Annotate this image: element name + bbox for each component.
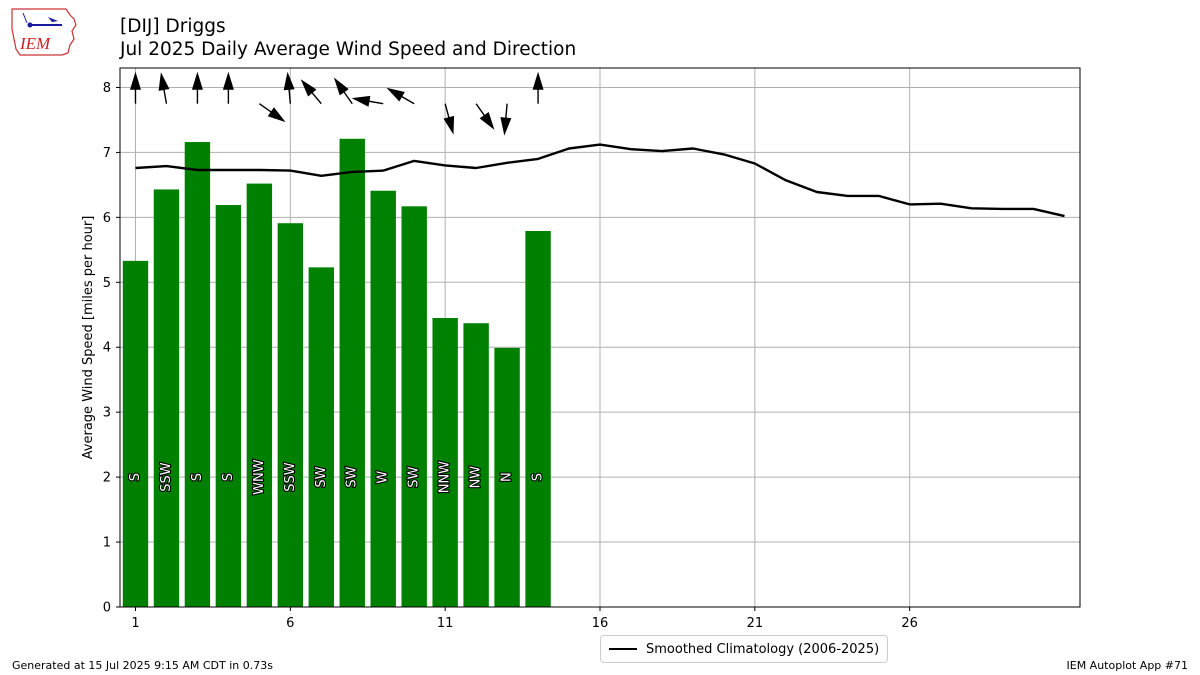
wind-speed-bar: [463, 323, 489, 607]
iem-logo-icon: IEM: [11, 8, 77, 56]
wind-speed-bar: [153, 189, 180, 607]
direction-label: S: [531, 473, 546, 481]
wind-arrow-icon: [222, 71, 234, 104]
wind-arrow-head: [129, 71, 141, 90]
wind-arrow-shaft: [288, 87, 292, 104]
wind-arrow-shaft: [367, 100, 384, 105]
climatology-line-group: [135, 143, 1065, 218]
wind-arrow-icon: [500, 103, 512, 136]
direction-label: S: [190, 473, 205, 481]
direction-label: W: [376, 471, 391, 484]
direction-label: SSW: [283, 462, 298, 492]
y-axis-label: Average Wind Speed [miles per hour]: [81, 216, 96, 460]
wind-arrow-head: [158, 72, 170, 91]
direction-label: SW: [314, 466, 329, 487]
y-tick-label: 6: [103, 211, 111, 226]
wind-arrow-icon: [351, 95, 384, 107]
direction-label: S: [128, 473, 143, 481]
wind-speed-bar: [122, 260, 149, 607]
wind-speed-bar: [370, 190, 396, 607]
y-tick-label: 5: [103, 276, 111, 291]
wind-arrow-head: [443, 115, 455, 135]
wind-arrow-head: [283, 71, 295, 91]
wind-arrow-icon: [191, 71, 203, 104]
wind-arrow-shaft: [475, 103, 486, 118]
wind-speed-bar: [277, 223, 304, 607]
logo-text: IEM: [19, 34, 51, 53]
wind-arrow-shaft: [162, 87, 168, 104]
wind-speed-bar: [246, 183, 273, 607]
wind-arrow-shaft: [399, 95, 415, 105]
x-tick-label: 6: [286, 616, 294, 631]
wind-arrow-icon: [386, 87, 415, 105]
direction-label: NW: [469, 466, 484, 489]
wind-arrow-shaft: [310, 91, 322, 105]
direction-labels: S SSW S S WNW SSW SW SW W SW NNW NW N S: [127, 458, 547, 496]
wind-speed-bar: [432, 318, 458, 607]
x-tick-label: 26: [901, 616, 918, 631]
direction-label: N: [500, 472, 515, 482]
x-tick-label: 21: [747, 616, 764, 631]
y-tick-label: 8: [103, 81, 111, 96]
wind-arrow-head: [222, 71, 234, 90]
wind-arrow-icon: [443, 103, 455, 135]
y-tick-label: 7: [103, 146, 111, 161]
chart-title: [DIJ] Driggs: [120, 16, 226, 37]
direction-label: S: [221, 473, 236, 481]
wind-arrow-icon: [129, 71, 141, 104]
chart-subtitle: Jul 2025 Daily Average Wind Speed and Di…: [120, 39, 577, 60]
wind-arrow-icon: [475, 103, 495, 130]
wind-arrow-icon: [333, 77, 353, 105]
wind-speed-bar: [184, 142, 211, 608]
wind-arrow-icon: [258, 103, 286, 123]
wind-speed-bars: [122, 138, 551, 608]
wind-arrow-icon: [283, 71, 295, 104]
x-tick-label: 11: [437, 616, 454, 631]
wind-arrow-icon: [300, 79, 322, 105]
wind-speed-bar: [401, 206, 427, 607]
direction-label: SW: [345, 466, 360, 487]
y-tick-label: 0: [103, 601, 111, 616]
direction-label: WNW: [252, 459, 267, 495]
wind-arrow-head: [267, 107, 286, 123]
wind-arrow-shaft: [342, 90, 353, 105]
wind-speed-bar: [494, 347, 520, 607]
wind-speed-bar: [525, 230, 551, 608]
climatology-line: [135, 143, 1065, 218]
wind-arrow-head: [191, 71, 203, 90]
direction-label: SW: [407, 466, 422, 487]
direction-label: SSW: [159, 462, 174, 492]
wind-speed-bar: [339, 138, 365, 607]
wind-arrow-icon: [158, 72, 170, 104]
wind-arrow-head: [479, 112, 495, 130]
wind-arrow-shaft: [258, 103, 273, 114]
x-tick-label: 1: [131, 616, 139, 631]
wind-direction-arrows: [129, 71, 544, 136]
legend-line-swatch: [609, 648, 637, 650]
x-tick-label: 16: [592, 616, 609, 631]
direction-label: NNW: [438, 461, 453, 493]
legend: Smoothed Climatology (2006-2025): [600, 635, 889, 663]
generated-timestamp: Generated at 15 Jul 2025 9:15 AM CDT in …: [12, 659, 273, 672]
legend-label: Smoothed Climatology (2006-2025): [646, 641, 880, 657]
wind-arrow-shaft: [505, 103, 508, 120]
app-credit: IEM Autoplot App #71: [1066, 659, 1189, 672]
wind-arrow-shaft: [444, 103, 450, 120]
wind-speed-bar: [215, 205, 242, 607]
y-tick-label: 2: [103, 471, 111, 486]
wind-arrow-head: [333, 77, 349, 96]
wind-speed-bar: [308, 267, 334, 607]
wind-arrow-head: [300, 79, 317, 97]
wind-arrow-head: [386, 87, 405, 102]
wind-arrow-icon: [532, 71, 544, 104]
y-tick-label: 4: [103, 341, 111, 356]
wind-arrow-head: [532, 71, 544, 90]
y-tick-label: 3: [103, 406, 111, 421]
wind-arrow-head: [500, 117, 512, 136]
y-tick-label: 1: [103, 536, 111, 551]
wind-arrow-head: [351, 95, 371, 107]
